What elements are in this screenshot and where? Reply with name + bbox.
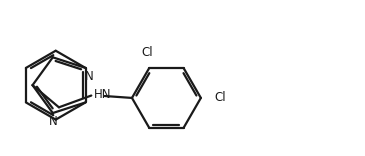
Text: N: N xyxy=(49,115,58,128)
Text: Cl: Cl xyxy=(141,46,153,58)
Text: Cl: Cl xyxy=(214,91,226,104)
Text: N: N xyxy=(85,70,94,83)
Text: HN: HN xyxy=(94,88,111,101)
